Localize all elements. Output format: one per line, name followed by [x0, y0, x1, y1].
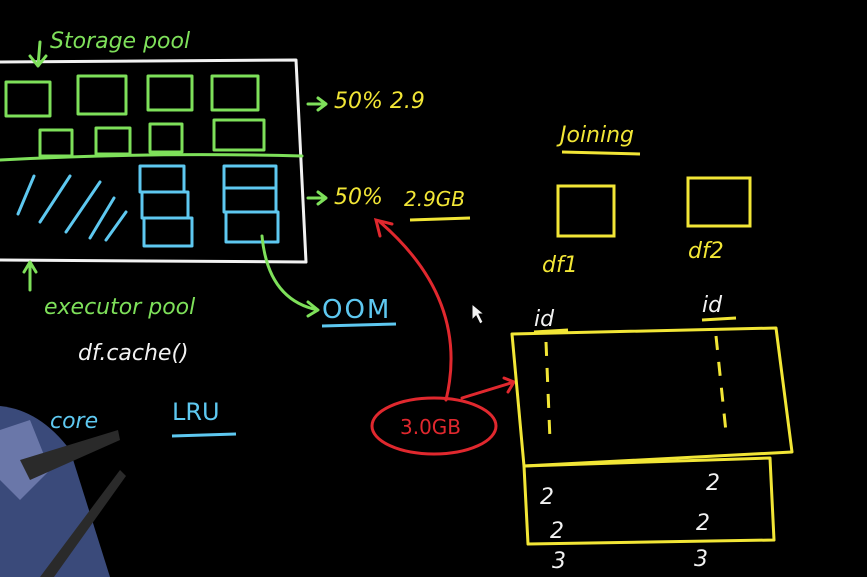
storage-block	[146, 74, 194, 112]
storage-block	[38, 128, 74, 158]
storage-pool-arrow	[28, 40, 48, 68]
joined-table-upper	[510, 326, 794, 468]
storage-pct-label: 50% 2.9	[334, 89, 425, 114]
executor-size-underline	[409, 216, 471, 222]
presenter-avatar	[0, 406, 126, 577]
id-right-underline	[701, 316, 737, 322]
df1-block	[556, 184, 616, 238]
storage-block	[148, 122, 184, 154]
memory-needed-label: 3.0GB	[400, 415, 461, 439]
executor-block	[140, 190, 190, 220]
executor-block	[138, 164, 186, 194]
df-cache-label: df.cache()	[78, 341, 189, 366]
df1-label: df1	[542, 253, 578, 278]
memory-pool-outline	[0, 58, 308, 264]
mouse-cursor-icon	[471, 302, 486, 325]
memory-needed-annotation	[370, 217, 517, 456]
joined-table	[510, 326, 794, 546]
memory-pool-diagram	[0, 40, 328, 318]
memory-to-table-arrow	[460, 376, 517, 400]
cell-left-1: 2	[540, 485, 554, 510]
cell-left-3: 3	[552, 549, 566, 574]
cell-right-1: 2	[706, 471, 720, 496]
executor-pool-label: executor pool	[44, 295, 195, 320]
oom-arrow	[260, 234, 320, 318]
executor-block	[142, 216, 194, 248]
lru-label: LRU	[172, 398, 220, 426]
storage-executor-divider	[0, 153, 304, 162]
executor-block	[224, 210, 280, 244]
cell-left-2: 2	[550, 519, 564, 544]
executor-pool-arrow	[22, 260, 38, 292]
storage-block	[212, 118, 266, 152]
storage-blocks	[4, 74, 266, 158]
joining-title: Joining	[556, 123, 634, 148]
core-label: core	[50, 409, 98, 434]
df2-block	[686, 176, 752, 228]
cell-right-2: 2	[696, 511, 710, 536]
executor-pct-label: 50%	[334, 185, 383, 210]
id-header-left: id	[534, 307, 555, 332]
id-column-right	[714, 335, 728, 433]
storage-block	[94, 126, 132, 156]
oom-label: OOM	[322, 295, 391, 325]
executor-hatching	[16, 174, 128, 242]
id-left-underline	[533, 328, 569, 334]
joining-underline	[561, 150, 641, 156]
id-column-left	[544, 341, 552, 441]
executor-pct-arrow	[306, 190, 328, 206]
memory-to-executor-arrow	[373, 217, 453, 402]
lru-underline	[171, 432, 237, 438]
storage-block	[76, 74, 128, 116]
df2-label: df2	[688, 239, 724, 264]
storage-pct-arrow	[306, 96, 328, 112]
executor-block	[222, 186, 278, 214]
executor-blocks	[138, 164, 280, 248]
joined-table-lower	[522, 456, 776, 546]
executor-size-label: 2.9GB	[404, 187, 465, 211]
storage-block	[4, 80, 52, 118]
memory-needed-circle	[370, 396, 498, 456]
id-header-right: id	[702, 293, 723, 318]
executor-block	[222, 164, 278, 190]
cell-right-3: 3	[694, 547, 708, 572]
storage-block	[210, 74, 260, 112]
storage-pool-label: Storage pool	[50, 29, 190, 54]
oom-underline	[321, 322, 397, 328]
